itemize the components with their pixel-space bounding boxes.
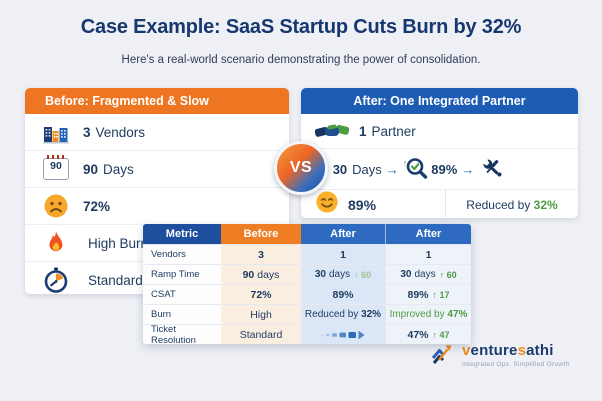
cell-after2-delta: ↑ 47 bbox=[432, 329, 450, 340]
cell-after2-num: 30 bbox=[400, 269, 412, 280]
magnifier-check-icon bbox=[405, 157, 429, 182]
ticket-label: Standard bbox=[88, 272, 143, 288]
buildings-icon bbox=[39, 120, 73, 144]
fire-icon bbox=[39, 230, 73, 256]
arrow-icon: → bbox=[385, 161, 399, 177]
up-arrow-icon: ↑ bbox=[402, 158, 408, 168]
cell-metric: CSAT bbox=[143, 284, 221, 304]
flow-days-value: 30 bbox=[332, 161, 348, 177]
before-item-ramp: 90 90 Days bbox=[25, 151, 289, 188]
after-panel: After: One Integrated Partner 1 Partner … bbox=[301, 88, 578, 219]
table-header-after1: After bbox=[301, 224, 385, 244]
cell-after2: 47% bbox=[407, 328, 429, 341]
cell-metric: Burn bbox=[143, 304, 221, 324]
cell-after2-value: 47% bbox=[447, 309, 468, 320]
logo-part-s: s bbox=[517, 342, 527, 359]
cell-after1-value: 32% bbox=[361, 309, 382, 320]
ramp-value: 90 bbox=[83, 161, 99, 177]
reduction-value: 32% bbox=[533, 197, 558, 212]
vs-badge: VS bbox=[274, 141, 328, 195]
page-subtitle: Here's a real-world scenario demonstrati… bbox=[121, 54, 481, 66]
table-header-before: Before bbox=[221, 224, 301, 244]
page-title: Case Example: SaaS Startup Cuts Burn by … bbox=[80, 16, 522, 38]
flow-days-label: Days bbox=[352, 161, 382, 177]
cell-metric: Ticket Resolution bbox=[143, 324, 221, 344]
table-row-vendors: Vendors 3 1 1 bbox=[143, 244, 471, 264]
cell-before-num: 90 bbox=[242, 268, 255, 281]
reduction-prefix: Reduced by bbox=[466, 197, 531, 212]
table-header-metric: Metric bbox=[143, 224, 221, 244]
arrow-icon: → bbox=[461, 161, 475, 177]
sad-face-icon bbox=[39, 193, 73, 219]
ramp-label: Days bbox=[103, 161, 134, 177]
vs-label: VS bbox=[289, 159, 313, 176]
before-item-csat: 72% bbox=[25, 188, 289, 225]
flow-percent: 89% bbox=[431, 161, 458, 177]
cell-before: 72% bbox=[250, 288, 272, 301]
table-row-ticket: Ticket Resolution Standard 47% ↑ 47 bbox=[143, 324, 471, 344]
vendors-value: 3 bbox=[83, 124, 91, 140]
cell-before-unit: days bbox=[257, 268, 280, 281]
cell-after2-delta: ↑ 17 bbox=[432, 289, 450, 300]
partner-value: 1 bbox=[359, 123, 367, 139]
venturesathi-logo: venturesathi Integrated Ops. Simplified … bbox=[430, 342, 569, 371]
table-header-row: Metric Before After After bbox=[143, 224, 471, 244]
logo-text: venturesathi Integrated Ops. Simplified … bbox=[462, 342, 570, 369]
burn-label: High Burn bbox=[88, 235, 149, 251]
table-row-ramp: Ramp Time 90 days 30 days ↑ 60 30 days ↑… bbox=[143, 264, 471, 284]
after-item-partner: 1 Partner bbox=[301, 114, 578, 149]
cell-after2: 89% bbox=[407, 288, 429, 301]
after-panel-header: After: One Integrated Partner bbox=[301, 88, 578, 114]
metrics-table: Metric Before After After Vendors 3 1 1 … bbox=[143, 224, 471, 344]
logo-part-athi: athi bbox=[526, 342, 554, 359]
stopwatch-icon bbox=[39, 267, 73, 293]
cell-after1-num: 30 bbox=[314, 269, 326, 280]
cell-before: High bbox=[250, 308, 272, 321]
cell-metric: Ramp Time bbox=[143, 264, 221, 284]
before-panel-header: Before: Fragmented & Slow bbox=[25, 88, 289, 114]
cell-after2-prefix: Improved by bbox=[389, 309, 445, 320]
table-row-csat: CSAT 72% 89% 89% ↑ 17 bbox=[143, 284, 471, 304]
before-item-ticket: Standard bbox=[25, 262, 289, 298]
after-flow-row: 30 30 Days → ↑ 89% → bbox=[301, 146, 578, 192]
venturesathi-mark-icon bbox=[430, 342, 456, 371]
after-satisfaction-row: 89% Reduced by 32% bbox=[301, 190, 578, 219]
calendar-icon: 90 bbox=[39, 155, 73, 180]
handshake-icon bbox=[315, 121, 349, 141]
smiley-icon bbox=[315, 190, 339, 219]
after-satisfaction-cell: 89% bbox=[301, 190, 446, 219]
cell-after1: 89% bbox=[332, 288, 354, 301]
table-row-burn: Burn High Reduced by 32% Improved by 47% bbox=[143, 304, 471, 324]
after-reduction-note: Reduced by 32% bbox=[446, 190, 578, 219]
csat-value: 72% bbox=[83, 198, 111, 214]
logo-wordmark: venturesathi bbox=[462, 342, 554, 359]
cell-after1-unit: days bbox=[328, 269, 351, 280]
tools-icon bbox=[478, 156, 504, 183]
cell-after1-prefix: Reduced by bbox=[304, 309, 359, 320]
before-item-vendors: 3 Vendors bbox=[25, 114, 289, 151]
logo-part-enture: enture bbox=[470, 342, 518, 359]
logo-part-v: v bbox=[462, 342, 471, 359]
cell-after2-delta: ↑ 60 bbox=[439, 269, 457, 280]
calendar-badge: 90 bbox=[50, 160, 62, 172]
logo-tagline: Integrated Ops. Simplified Growth bbox=[462, 361, 570, 368]
cell-after1-delta: ↑ 60 bbox=[354, 269, 372, 280]
partner-label: Partner bbox=[371, 123, 416, 139]
cell-after1: 1 bbox=[340, 248, 346, 261]
cell-after2: 1 bbox=[425, 248, 432, 261]
cell-metric: Vendors bbox=[143, 244, 221, 264]
satisfaction-value: 89% bbox=[348, 196, 377, 213]
cell-before: Standard bbox=[239, 328, 283, 341]
cell-after2-unit: days bbox=[414, 269, 436, 280]
table-header-after2: After bbox=[385, 224, 471, 244]
cell-before: 3 bbox=[258, 248, 264, 261]
vendors-label: Vendors bbox=[95, 124, 146, 140]
progress-arrow-icon bbox=[301, 324, 385, 344]
